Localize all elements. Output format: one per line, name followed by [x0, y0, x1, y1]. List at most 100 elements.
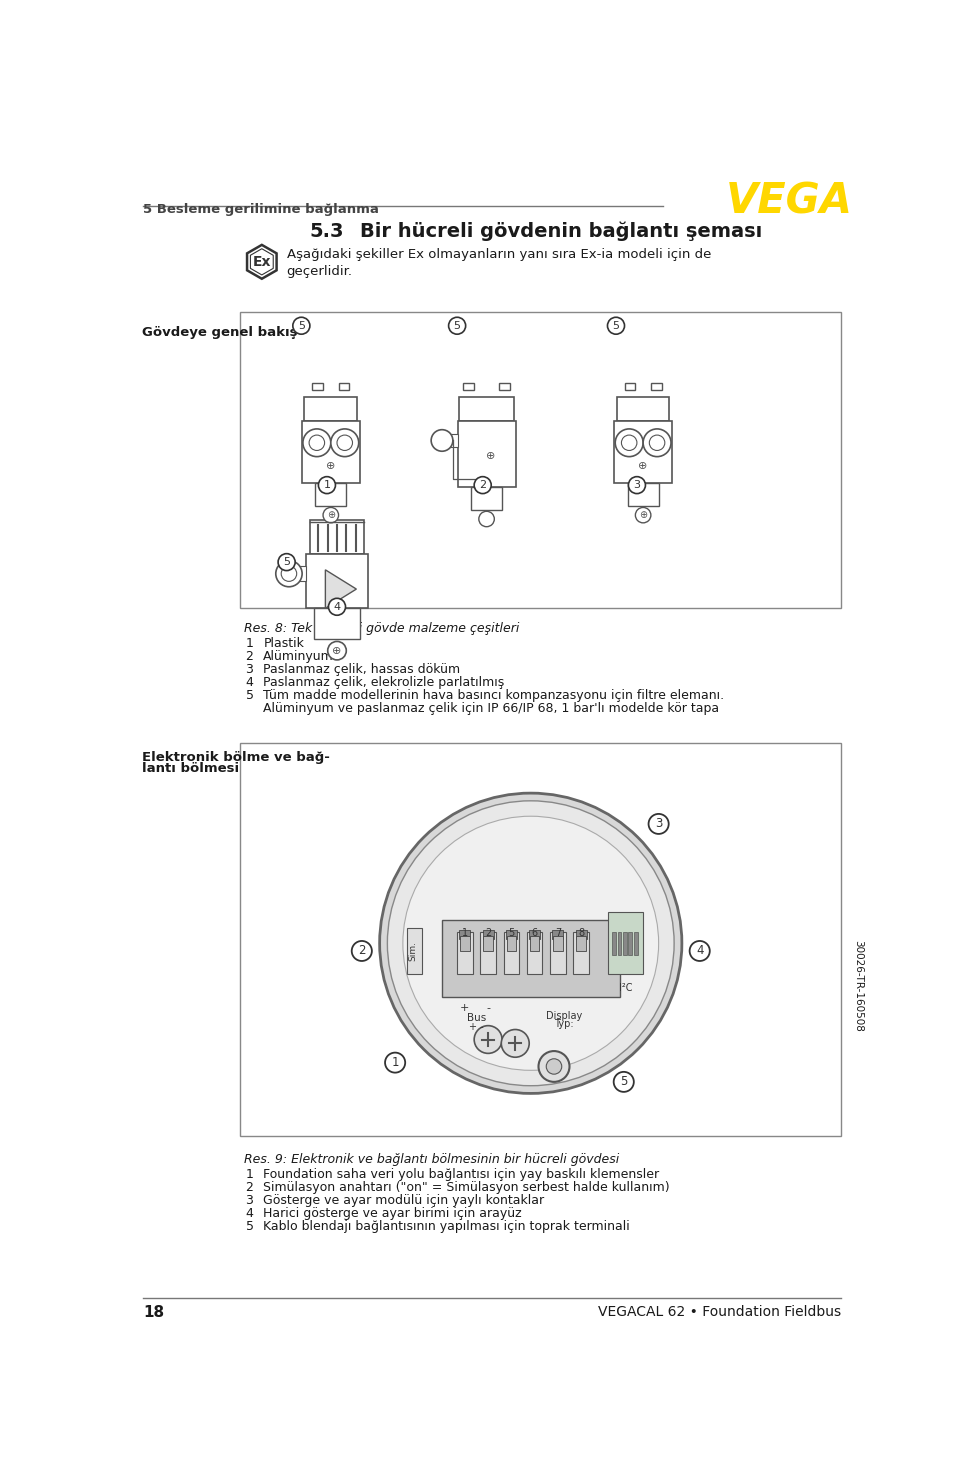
Circle shape — [689, 942, 709, 961]
Bar — [289, 565, 306, 582]
Circle shape — [613, 1072, 634, 1092]
Bar — [612, 931, 616, 955]
Circle shape — [293, 317, 310, 334]
Bar — [407, 928, 422, 974]
Circle shape — [278, 554, 295, 571]
Circle shape — [351, 942, 372, 961]
Text: I²C: I²C — [618, 983, 632, 993]
Text: + -: + - — [469, 1021, 484, 1032]
Bar — [314, 608, 360, 639]
Text: 1: 1 — [462, 928, 468, 937]
Bar — [315, 483, 347, 506]
Circle shape — [501, 1030, 529, 1057]
Text: Tüm madde modellerinin hava basıncı kompanzasyonu için filtre elemanı.: Tüm madde modellerinin hava basıncı komp… — [263, 689, 725, 703]
Polygon shape — [325, 570, 356, 608]
Bar — [576, 930, 587, 939]
Text: 5.3: 5.3 — [310, 221, 345, 241]
Bar — [460, 936, 469, 951]
Text: Simülasyon anahtarı ("on" = Simülasyon serbest halde kullanım): Simülasyon anahtarı ("on" = Simülasyon s… — [263, 1181, 670, 1194]
Text: 1: 1 — [392, 1057, 398, 1069]
Text: 5: 5 — [283, 556, 290, 567]
Bar — [301, 421, 360, 483]
Bar — [616, 397, 669, 421]
Text: lantı bölmesi: lantı bölmesi — [142, 762, 239, 775]
Circle shape — [615, 430, 643, 456]
Circle shape — [303, 430, 331, 456]
Circle shape — [546, 1058, 562, 1075]
Polygon shape — [247, 245, 276, 279]
Bar — [499, 382, 510, 391]
Text: 1: 1 — [324, 480, 330, 490]
Circle shape — [324, 508, 339, 523]
Text: Typ:: Typ: — [554, 1018, 574, 1029]
Circle shape — [649, 435, 665, 450]
Circle shape — [385, 1052, 405, 1073]
Text: ⊕: ⊕ — [639, 511, 647, 520]
Text: Gösterge ve ayar modülü için yaylı kontaklar: Gösterge ve ayar modülü için yaylı konta… — [263, 1194, 544, 1207]
Text: Aşağıdaki şekiller Ex olmayanların yanı sıra Ex-ia modeli için de
geçerlidir.: Aşağıdaki şekiller Ex olmayanların yanı … — [287, 248, 711, 277]
Bar — [464, 382, 474, 391]
Bar — [614, 421, 672, 483]
Bar — [504, 931, 519, 974]
Bar — [460, 397, 514, 421]
Text: 5: 5 — [620, 1076, 628, 1088]
Text: Gövdeye genel bakış: Gövdeye genel bakış — [142, 326, 298, 338]
Bar — [576, 936, 586, 951]
Text: 2: 2 — [358, 945, 366, 958]
Text: 4: 4 — [246, 1207, 253, 1221]
Bar — [240, 311, 841, 608]
Bar — [625, 382, 636, 391]
Circle shape — [337, 435, 352, 450]
Text: Sim.: Sim. — [408, 942, 418, 961]
Circle shape — [539, 1051, 569, 1082]
Text: 3: 3 — [655, 818, 662, 831]
Text: 8: 8 — [578, 928, 585, 937]
Text: Elektronik bölme ve bağ-: Elektronik bölme ve bağ- — [142, 751, 329, 763]
Text: 7: 7 — [555, 928, 561, 937]
Circle shape — [649, 813, 669, 834]
Circle shape — [331, 430, 359, 456]
Bar — [480, 931, 496, 974]
Bar — [553, 936, 563, 951]
Circle shape — [309, 435, 324, 450]
Bar — [457, 931, 472, 974]
Circle shape — [629, 477, 645, 493]
Text: 1: 1 — [246, 1168, 253, 1181]
Text: 4: 4 — [246, 676, 253, 689]
Bar — [530, 936, 540, 951]
Bar — [623, 931, 627, 955]
Text: Paslanmaz çelik, elekrolizle parlatılmış: Paslanmaz çelik, elekrolizle parlatılmış — [263, 676, 505, 689]
Circle shape — [608, 317, 625, 334]
Text: 2: 2 — [246, 649, 253, 663]
Text: 30026-TR-160508: 30026-TR-160508 — [852, 940, 863, 1032]
Text: 18: 18 — [143, 1305, 164, 1320]
Bar — [507, 936, 516, 951]
Bar — [629, 931, 633, 955]
Bar — [573, 931, 588, 974]
Text: 6: 6 — [532, 928, 538, 937]
Text: 5: 5 — [298, 320, 305, 331]
Text: Foundation saha veri yolu bağlantısı için yay baskılı klemensler: Foundation saha veri yolu bağlantısı içi… — [263, 1168, 660, 1181]
Text: 1: 1 — [246, 636, 253, 649]
Text: 2: 2 — [485, 928, 492, 937]
Bar — [483, 930, 493, 939]
Text: 3: 3 — [246, 1194, 253, 1207]
Bar — [617, 931, 621, 955]
Circle shape — [403, 816, 659, 1070]
Bar — [609, 912, 643, 974]
Text: 5: 5 — [508, 928, 515, 937]
Text: Harici gösterge ve ayar birimi için arayüz: Harici gösterge ve ayar birimi için aray… — [263, 1207, 522, 1221]
Text: Bir hücreli gövdenin bağlantı şeması: Bir hücreli gövdenin bağlantı şeması — [360, 221, 762, 241]
Bar — [484, 936, 492, 951]
Circle shape — [643, 430, 671, 456]
Circle shape — [621, 435, 636, 450]
Bar — [634, 931, 637, 955]
Text: 5: 5 — [612, 320, 619, 331]
Bar — [312, 382, 324, 391]
Circle shape — [636, 508, 651, 523]
Text: Plastik: Plastik — [263, 636, 304, 649]
Text: 5: 5 — [454, 320, 461, 331]
Text: Bus: Bus — [467, 1013, 486, 1023]
Bar — [310, 520, 364, 555]
Text: VEGA: VEGA — [726, 182, 852, 223]
